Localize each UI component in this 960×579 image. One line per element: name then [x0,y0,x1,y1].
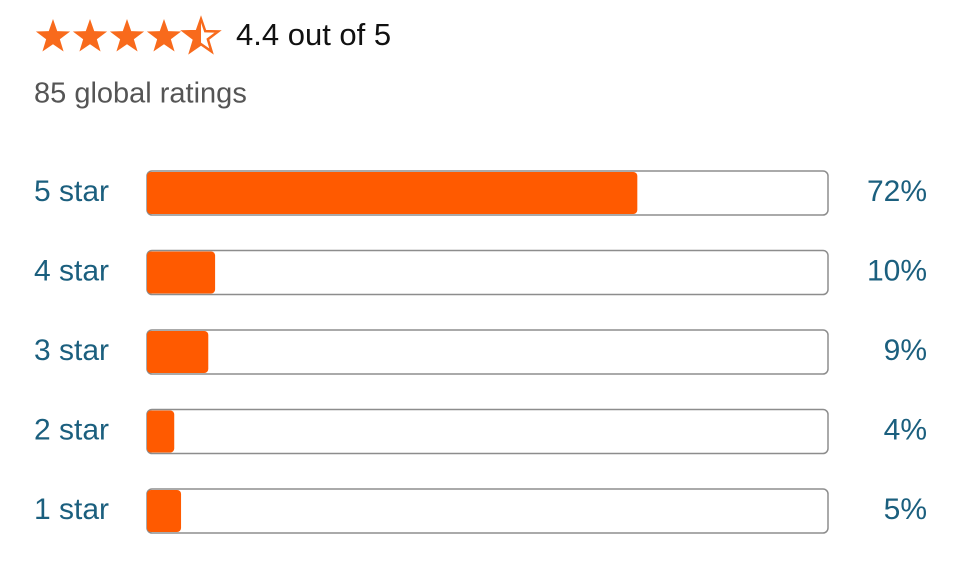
star-label[interactable]: 4 star [34,254,109,287]
star [35,19,71,52]
star-label[interactable]: 1 star [34,493,109,526]
star-label[interactable]: 3 star [34,334,109,367]
bar [147,172,638,214]
bar-track [146,488,829,534]
star-rating [35,17,220,53]
bar-track [146,329,829,375]
percent-label: 5% [884,493,927,526]
rating-row[interactable]: 2 star 4% [34,408,927,455]
bar [147,490,182,532]
percent-label: 4% [884,413,927,446]
bar [147,410,175,453]
rating-row[interactable]: 1 star 5% [34,488,927,534]
rating-row[interactable]: 3 star 9% [34,329,927,375]
bar [147,331,209,373]
star-label[interactable]: 5 star [34,175,109,208]
star-label[interactable]: 2 star [34,413,109,446]
percent-label: 72% [867,175,927,208]
half-star [182,17,220,53]
rating-row[interactable]: 4 star 10% [34,249,927,296]
bar-track [146,249,829,296]
star [146,19,182,52]
percent-label: 10% [867,254,927,287]
rating-row[interactable]: 5 star 72% [34,170,927,216]
percent-label: 9% [884,334,927,367]
rating-title: 4.4 out of 5 [236,17,391,52]
star [109,19,145,52]
bar [147,251,216,294]
ratings-count: 85 global ratings [34,78,247,110]
bar-track [146,408,829,455]
star [72,19,108,52]
